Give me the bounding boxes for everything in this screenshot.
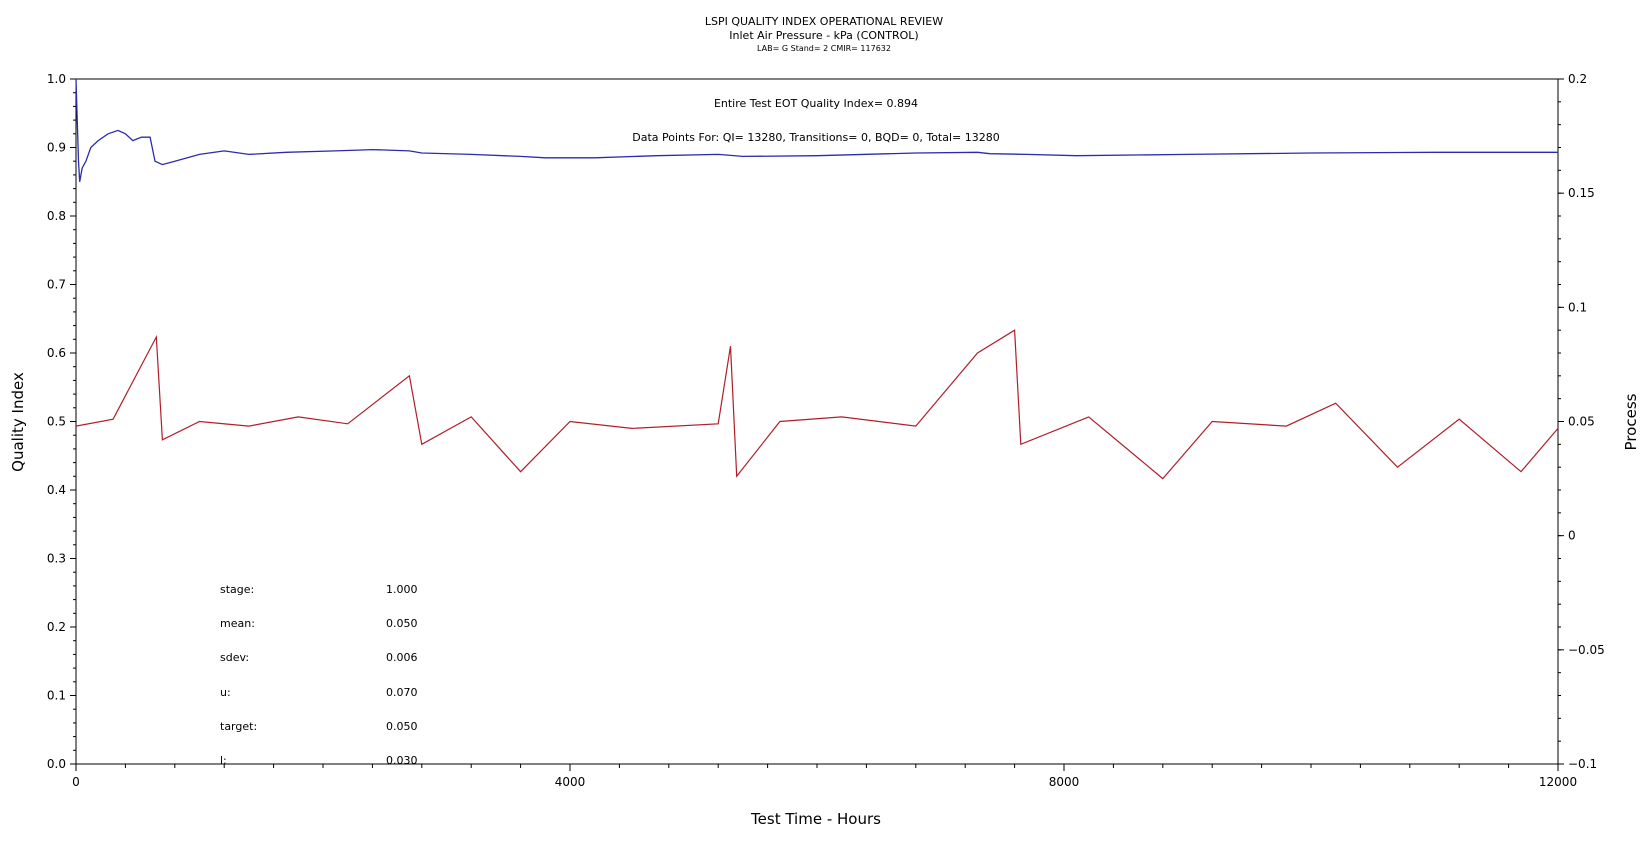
chart-title: LSPI QUALITY INDEX OPERATIONAL REVIEW [705, 15, 943, 28]
stat-label: l: [220, 754, 227, 767]
chart-subtitle: Inlet Air Pressure - kPa (CONTROL) [729, 29, 918, 42]
x-tick-label: 12000 [1539, 775, 1577, 789]
left-axis: 0.0 0.1 0.2 0.3 0.4 0.5 0.6 0.7 0.8 0.9 1.0 [47, 72, 76, 771]
stat-label: sdev: [220, 651, 249, 664]
y2-tick-label: −0.05 [1568, 643, 1605, 657]
right-axis: −0.1 −0.05 0 0.05 0.1 0.15 0.2 [1558, 72, 1605, 771]
y-tick-label: 0.8 [47, 209, 66, 223]
y-tick-label: 0.7 [47, 278, 66, 292]
stat-value: 0.070 [386, 686, 418, 699]
eot-quality-index-note: Entire Test EOT Quality Index= 0.894 [714, 97, 918, 110]
data-points-note: Data Points For: QI= 13280, Transitions=… [632, 131, 1000, 144]
process-series-line [75, 329, 1559, 480]
quality-index-series-line [75, 78, 1558, 182]
x-tick-label: 8000 [1049, 775, 1080, 789]
stat-label: stage: [220, 583, 254, 596]
y-tick-label: 0.9 [47, 141, 66, 155]
stat-label: mean: [220, 617, 255, 630]
x-axis-label: Test Time - Hours [750, 810, 881, 828]
chart-meta: LAB= G Stand= 2 CMIR= 117632 [757, 44, 891, 53]
x-tick-label: 0 [72, 775, 80, 789]
y-tick-label: 0.3 [47, 552, 66, 566]
y2-tick-label: 0.2 [1568, 72, 1587, 86]
y-tick-label: 0.2 [47, 620, 66, 634]
y-tick-label: 1.0 [47, 72, 66, 86]
stat-value: 1.000 [386, 583, 418, 596]
y2-tick-label: −0.1 [1568, 757, 1597, 771]
y-axis-label: Quality Index [9, 372, 27, 472]
y-tick-label: 0.0 [47, 757, 66, 771]
stats-block: stage: 1.000 mean: 0.050 sdev: 0.006 u: … [220, 583, 418, 767]
y2-tick-label: 0.05 [1568, 415, 1595, 429]
stat-label: target: [220, 720, 257, 733]
y2-tick-label: 0.15 [1568, 186, 1595, 200]
y2-tick-label: 0.1 [1568, 300, 1587, 314]
series-layer [75, 78, 1559, 480]
bottom-axis: 0 4000 8000 12000 [72, 764, 1577, 789]
plot-area [75, 78, 1559, 765]
stat-value: 0.050 [386, 617, 418, 630]
y2-axis-label: Process [1622, 393, 1640, 450]
y-tick-label: 0.4 [47, 483, 66, 497]
stat-label: u: [220, 686, 231, 699]
y-tick-label: 0.6 [47, 346, 66, 360]
y2-tick-label: 0 [1568, 529, 1576, 543]
stat-value: 0.030 [386, 754, 418, 767]
stat-value: 0.050 [386, 720, 418, 733]
stat-value: 0.006 [386, 651, 418, 664]
x-tick-label: 4000 [555, 775, 586, 789]
y-tick-label: 0.5 [47, 415, 66, 429]
y-tick-label: 0.1 [47, 689, 66, 703]
